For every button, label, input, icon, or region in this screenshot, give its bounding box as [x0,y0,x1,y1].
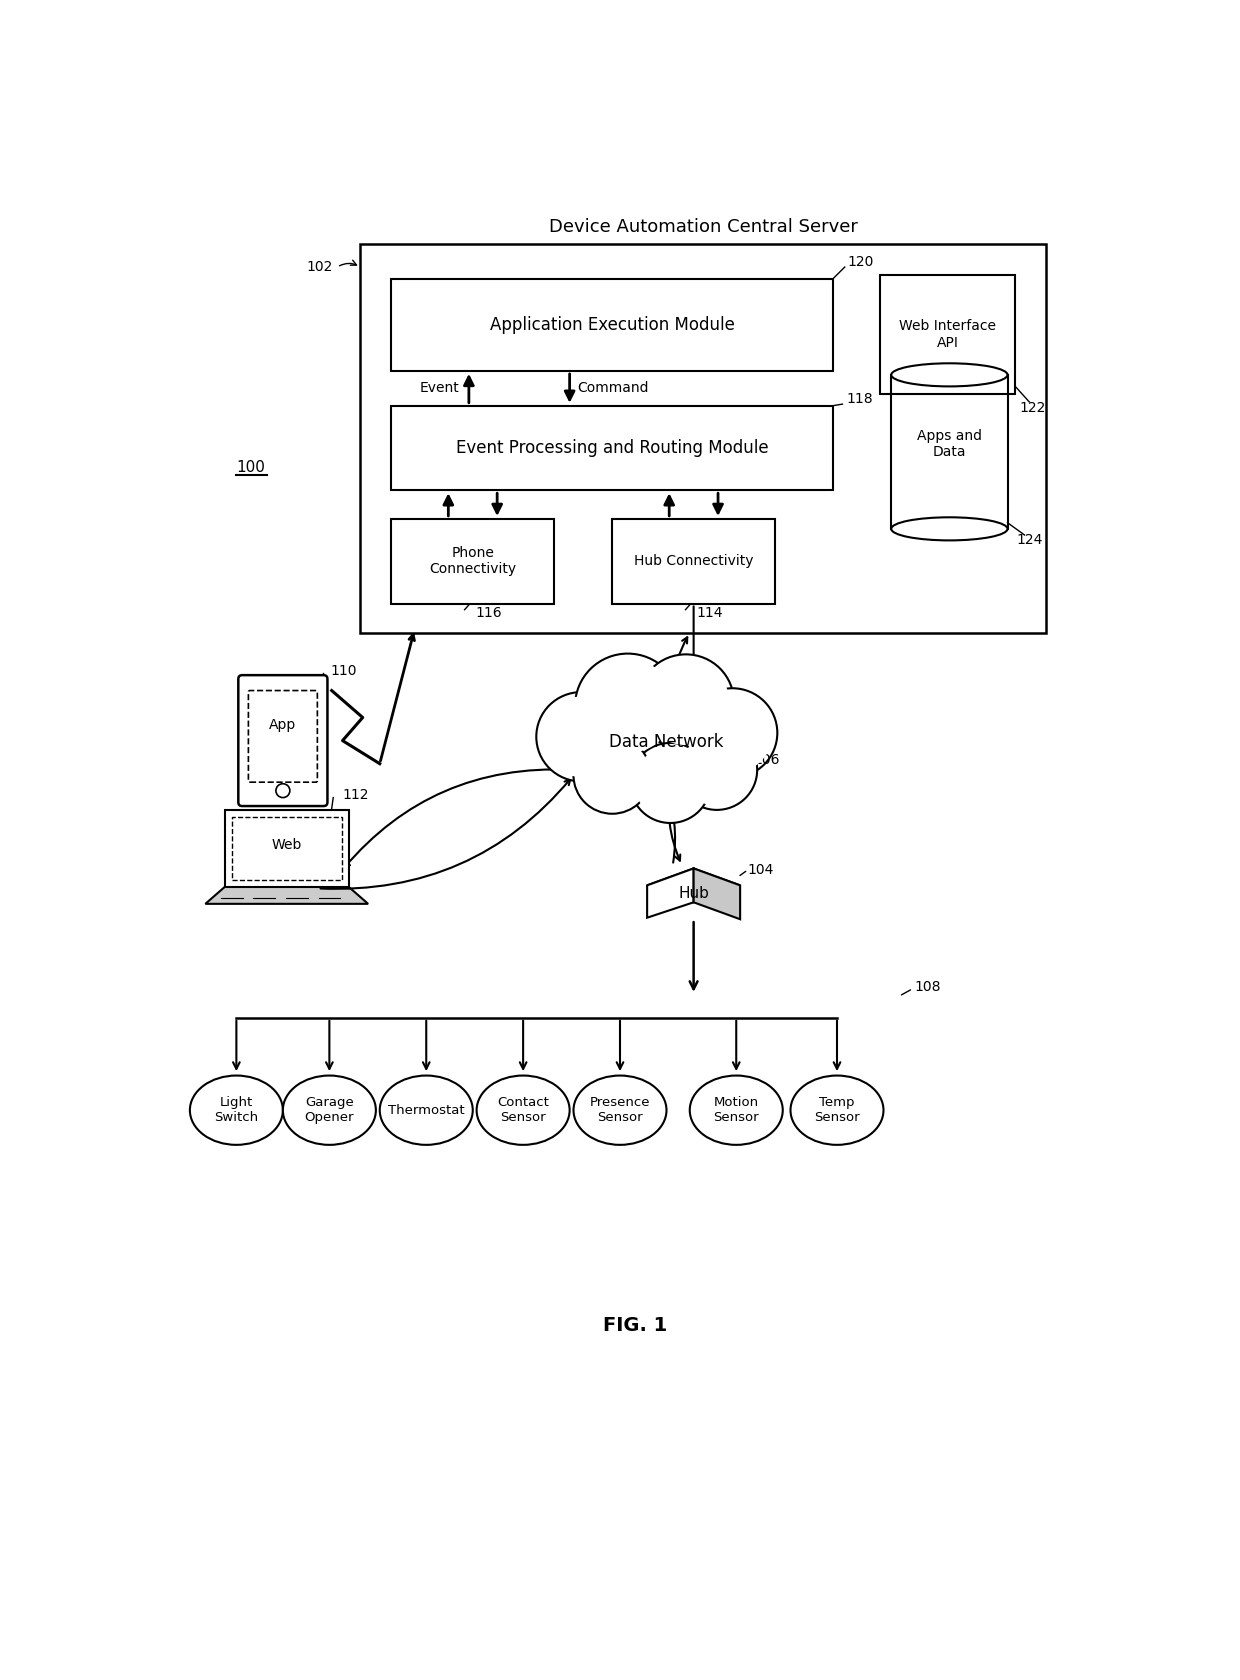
Polygon shape [693,869,740,919]
Circle shape [681,734,753,806]
Text: 102: 102 [306,260,334,274]
Circle shape [536,692,626,781]
Ellipse shape [190,1075,283,1144]
Text: 122: 122 [1019,402,1045,415]
Text: Hub: Hub [678,885,709,900]
FancyBboxPatch shape [248,690,317,783]
Text: Motion
Sensor: Motion Sensor [713,1095,759,1124]
Circle shape [578,741,647,810]
Circle shape [677,729,758,810]
Circle shape [692,692,773,773]
Text: Garage
Opener: Garage Opener [305,1095,355,1124]
Circle shape [637,655,734,749]
Text: Web: Web [272,838,301,852]
FancyBboxPatch shape [232,816,342,880]
Polygon shape [647,869,693,917]
Text: FIG. 1: FIG. 1 [604,1317,667,1336]
Text: 110: 110 [331,664,357,679]
FancyBboxPatch shape [392,279,833,371]
FancyBboxPatch shape [879,276,1016,395]
FancyBboxPatch shape [224,810,348,887]
Text: Data Network: Data Network [609,732,724,751]
Text: Hub Connectivity: Hub Connectivity [634,554,754,568]
Ellipse shape [892,517,1007,541]
Text: Presence
Sensor: Presence Sensor [590,1095,650,1124]
Text: Event Processing and Routing Module: Event Processing and Routing Module [456,438,769,457]
Ellipse shape [689,1075,782,1144]
Circle shape [687,689,777,778]
Circle shape [573,738,651,813]
Text: 100: 100 [237,460,265,475]
Circle shape [575,654,681,758]
Polygon shape [647,869,740,902]
FancyBboxPatch shape [238,675,327,806]
Polygon shape [206,887,368,904]
Circle shape [541,697,621,776]
Text: Temp
Sensor: Temp Sensor [815,1095,859,1124]
Text: Light
Switch: Light Switch [215,1095,258,1124]
Circle shape [580,659,676,753]
Text: 114: 114 [697,606,723,620]
Circle shape [642,659,729,744]
Text: Thermostat: Thermostat [388,1104,465,1117]
Ellipse shape [573,1075,667,1144]
Text: Apps and
Data: Apps and Data [916,428,982,459]
Text: Event: Event [420,381,460,395]
Text: 108: 108 [915,979,941,995]
Ellipse shape [476,1075,569,1144]
Circle shape [634,748,707,818]
Text: 106: 106 [753,753,780,766]
Ellipse shape [892,363,1007,386]
Circle shape [630,743,711,823]
FancyBboxPatch shape [392,405,833,491]
FancyBboxPatch shape [392,519,554,603]
Text: App: App [269,719,296,732]
Text: 112: 112 [342,788,370,801]
Text: 120: 120 [847,255,873,269]
Circle shape [275,783,290,798]
Text: 116: 116 [476,606,502,620]
Text: 124: 124 [1017,533,1043,548]
Ellipse shape [791,1075,883,1144]
Text: Application Execution Module: Application Execution Module [490,316,734,334]
Text: Device Automation Central Server: Device Automation Central Server [549,218,858,235]
FancyBboxPatch shape [613,519,775,603]
Text: Phone
Connectivity: Phone Connectivity [429,546,516,576]
Text: 118: 118 [847,393,873,407]
FancyBboxPatch shape [361,244,1047,633]
Text: Web Interface
API: Web Interface API [899,319,996,349]
Ellipse shape [379,1075,472,1144]
Text: Command: Command [578,381,649,395]
Text: Contact
Sensor: Contact Sensor [497,1095,549,1124]
Text: 104: 104 [748,864,774,877]
Ellipse shape [283,1075,376,1144]
